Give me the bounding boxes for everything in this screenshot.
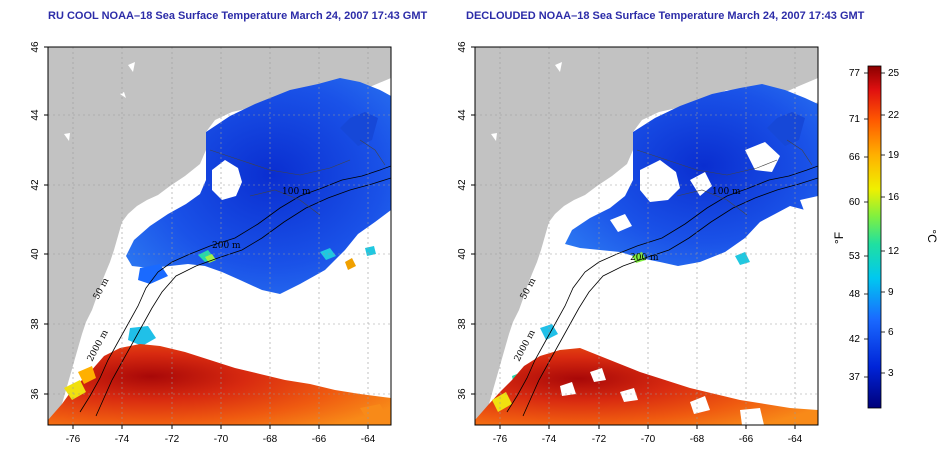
right-contour-label-200m: 200 m xyxy=(630,253,659,263)
colorbar-c-tick-22: 22 xyxy=(888,110,900,121)
left-x-tick-76: -76 xyxy=(66,434,81,445)
left-y-tick-46: 46 xyxy=(30,41,41,53)
colorbar-c-tick-3: 3 xyxy=(888,368,894,379)
right-x-tick-66: -66 xyxy=(739,434,754,445)
right-map-panel: 50 m 200 m 2000 m 100 m 46 44 42 40 38 3… xyxy=(457,41,819,445)
colorbar-f-tick-42: 42 xyxy=(849,334,861,345)
left-x-tick-72: -72 xyxy=(165,434,180,445)
colorbar-gradient xyxy=(867,65,882,409)
left-map-title: RU COOL NOAA–18 Sea Surface Temperature … xyxy=(48,10,428,22)
right-y-axis: 46 44 42 40 38 36 xyxy=(457,41,475,400)
right-y-tick-38: 38 xyxy=(457,318,468,330)
right-y-tick-46: 46 xyxy=(457,41,468,53)
colorbar-f-tick-53: 53 xyxy=(849,251,861,262)
left-map-frame xyxy=(47,46,392,426)
left-x-tick-74: -74 xyxy=(115,434,130,445)
colorbar-f-tick-48: 48 xyxy=(849,289,861,300)
right-y-tick-36: 36 xyxy=(457,388,468,400)
left-map-panel: 50 m 200 m 2000 m 100 m 46 44 42 40 38 xyxy=(30,41,392,445)
right-y-tick-44: 44 xyxy=(457,109,468,121)
left-grid xyxy=(48,47,391,425)
colorbar-c-tick-25: 25 xyxy=(888,68,900,79)
colorbar-f-tick-77: 77 xyxy=(849,68,861,79)
colorbar-f-tick-60: 60 xyxy=(849,197,861,208)
right-x-tick-76: -76 xyxy=(493,434,508,445)
left-x-tick-66: -66 xyxy=(312,434,327,445)
left-x-tick-68: -68 xyxy=(263,434,278,445)
right-contour-label-100m: 100 m xyxy=(712,187,741,197)
left-y-tick-42: 42 xyxy=(30,179,41,191)
colorbar-c-tick-16: 16 xyxy=(888,192,900,203)
colorbar-f-tick-37: 37 xyxy=(849,372,861,383)
right-map-frame xyxy=(474,46,819,426)
left-x-tick-64: -64 xyxy=(361,434,376,445)
right-x-axis: -76 -74 -72 -70 -68 -66 -64 xyxy=(493,425,803,445)
left-contour-label-200m: 200 m xyxy=(212,241,241,251)
colorbar-f-tick-71: 71 xyxy=(849,114,861,125)
colorbar-c-tick-6: 6 xyxy=(888,327,894,338)
right-x-tick-64: -64 xyxy=(788,434,803,445)
left-land-mass xyxy=(48,47,391,420)
colorbar-c-tick-12: 12 xyxy=(888,246,900,257)
left-x-axis: -76 -74 -72 -70 -68 -66 -64 xyxy=(66,425,376,445)
left-x-tick-70: -70 xyxy=(214,434,229,445)
right-warm-water xyxy=(475,348,818,425)
left-y-tick-40: 40 xyxy=(30,248,41,260)
colorbar-f-tick-66: 66 xyxy=(849,152,861,163)
left-y-tick-38: 38 xyxy=(30,318,41,330)
colorbar-c-tick-19: 19 xyxy=(888,150,900,161)
right-x-tick-74: -74 xyxy=(542,434,557,445)
colorbar-c-tick-9: 9 xyxy=(888,287,894,298)
right-land-mass xyxy=(475,47,818,420)
left-y-axis: 46 44 42 40 38 36 xyxy=(30,41,48,400)
right-y-tick-40: 40 xyxy=(457,248,468,260)
right-map-title: DECLOUDED NOAA–18 Sea Surface Temperatur… xyxy=(466,10,865,22)
right-x-tick-70: -70 xyxy=(641,434,656,445)
left-cold-water xyxy=(126,78,391,294)
colorbar-celsius-unit: °C xyxy=(925,229,939,243)
right-x-tick-68: -68 xyxy=(690,434,705,445)
left-y-tick-36: 36 xyxy=(30,388,41,400)
left-contour-label-100m: 100 m xyxy=(282,187,311,197)
left-y-tick-44: 44 xyxy=(30,109,41,121)
right-y-tick-42: 42 xyxy=(457,179,468,191)
right-grid xyxy=(475,47,818,425)
left-warm-water xyxy=(48,344,391,425)
temperature-colorbar: 77 71 66 60 53 48 42 37 25 22 19 16 12 9… xyxy=(832,65,939,409)
right-x-tick-72: -72 xyxy=(592,434,607,445)
colorbar-fahrenheit-unit: °F xyxy=(832,232,846,244)
